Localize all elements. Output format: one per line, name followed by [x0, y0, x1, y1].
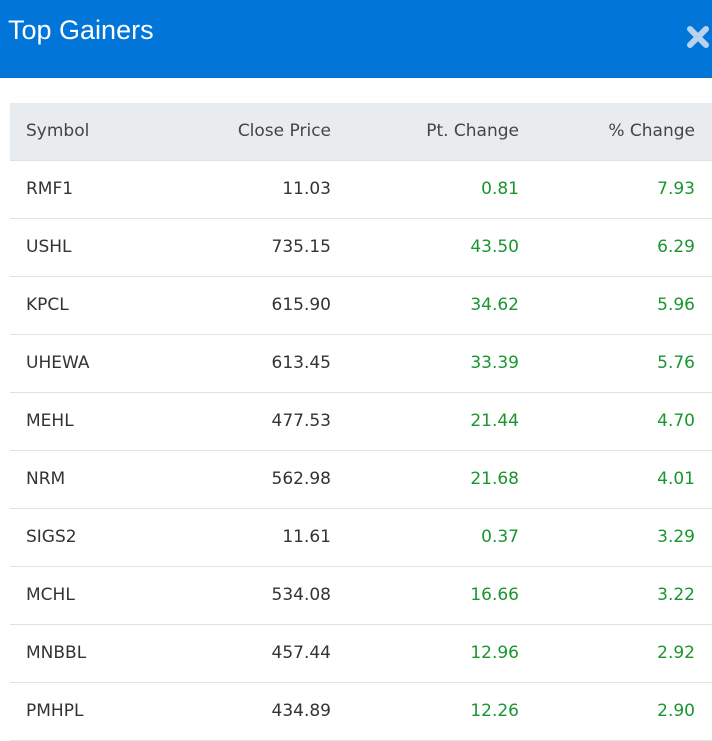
- table-cell: 3.22: [657, 585, 695, 605]
- table-cell: SIGS2: [26, 527, 77, 547]
- column-header: Close Price: [237, 121, 331, 141]
- table-cell: 615.90: [271, 295, 331, 315]
- table-cell: 457.44: [271, 643, 331, 663]
- table-cell: MCHL: [26, 585, 75, 605]
- table-cell: 6.29: [657, 237, 695, 257]
- table-cell: 0.37: [481, 527, 519, 547]
- modal-header: Top Gainers: [0, 0, 712, 78]
- table-cell: 2.90: [657, 701, 695, 721]
- table-row[interactable]: KPCL 615.90 34.62 5.96: [10, 277, 712, 335]
- table-cell: UHEWA: [26, 353, 90, 373]
- table-cell: 34.62: [470, 295, 519, 315]
- table-header-row: Symbol Close Price Pt. Change % Change: [10, 103, 712, 161]
- table-cell: 12.96: [470, 643, 519, 663]
- table-cell: USHL: [26, 237, 72, 257]
- table-row[interactable]: UHEWA 613.45 33.39 5.76: [10, 335, 712, 393]
- table-row[interactable]: USHL 735.15 43.50 6.29: [10, 219, 712, 277]
- close-button[interactable]: [687, 26, 709, 48]
- table-cell: 16.66: [470, 585, 519, 605]
- table-cell: 534.08: [271, 585, 331, 605]
- table-cell: 477.53: [271, 411, 331, 431]
- table-cell: RMF1: [26, 179, 74, 199]
- table-cell: 2.92: [657, 643, 695, 663]
- column-header: Pt. Change: [426, 121, 519, 141]
- table-cell: 735.15: [271, 237, 331, 257]
- table-cell: 613.45: [271, 353, 331, 373]
- table-cell: 11.61: [282, 527, 331, 547]
- table-cell: 562.98: [271, 469, 331, 489]
- column-header: % Change: [608, 121, 695, 141]
- column-header: Symbol: [26, 121, 90, 141]
- table-cell: PMHPL: [26, 701, 84, 721]
- table-cell: 5.96: [657, 295, 695, 315]
- table-cell: MEHL: [26, 411, 74, 431]
- table-row[interactable]: MEHL 477.53 21.44 4.70: [10, 393, 712, 451]
- table-cell: 4.70: [657, 411, 695, 431]
- table-row[interactable]: PMHPL 434.89 12.26 2.90: [10, 683, 712, 741]
- table-cell: 11.03: [282, 179, 331, 199]
- table-cell: MNBBL: [26, 643, 87, 663]
- table-cell: 12.26: [470, 701, 519, 721]
- gainers-table: Symbol Close Price Pt. Change % Change RMF1 1…: [10, 103, 712, 741]
- table-row[interactable]: MCHL 534.08 16.66 3.22: [10, 567, 712, 625]
- table-cell: 43.50: [470, 237, 519, 257]
- modal-title: Top Gainers: [8, 15, 154, 45]
- table-row[interactable]: MNBBL 457.44 12.96 2.92: [10, 625, 712, 683]
- table-cell: 5.76: [657, 353, 695, 373]
- table-cell: 434.89: [271, 701, 331, 721]
- table-cell: 7.93: [657, 179, 695, 199]
- table-cell: 21.68: [470, 469, 519, 489]
- table-cell: 0.81: [481, 179, 519, 199]
- table-row[interactable]: NRM 562.98 21.68 4.01: [10, 451, 712, 509]
- table-cell: KPCL: [26, 295, 69, 315]
- table-cell: 21.44: [470, 411, 519, 431]
- table-cell: NRM: [26, 469, 66, 489]
- table-cell: 4.01: [657, 469, 695, 489]
- table-row[interactable]: SIGS2 11.61 0.37 3.29: [10, 509, 712, 567]
- table-cell: 33.39: [470, 353, 519, 373]
- table-cell: 3.29: [657, 527, 695, 547]
- table-row[interactable]: RMF1 11.03 0.81 7.93: [10, 161, 712, 219]
